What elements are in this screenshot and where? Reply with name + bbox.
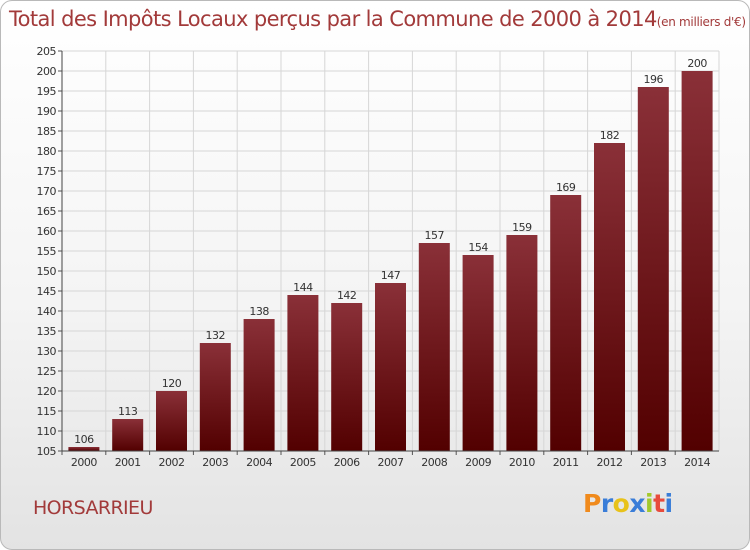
bar-2007 xyxy=(375,283,406,451)
data-label-2007: 147 xyxy=(381,269,401,282)
data-label-2010: 159 xyxy=(512,221,532,234)
x-tick-label-2009: 2009 xyxy=(465,456,491,469)
y-tick-label: 165 xyxy=(37,205,57,218)
x-tick-label-2012: 2012 xyxy=(597,456,623,469)
data-label-2006: 142 xyxy=(337,289,357,302)
x-tick-label-2004: 2004 xyxy=(246,456,272,469)
x-tick-label-2001: 2001 xyxy=(115,456,141,469)
y-tick-label: 155 xyxy=(37,245,57,258)
axes xyxy=(58,50,719,455)
bar-2002 xyxy=(156,391,187,451)
x-tick-label-2000: 2000 xyxy=(71,456,97,469)
x-tick-label-2011: 2011 xyxy=(553,456,579,469)
logo-letter: t xyxy=(653,489,665,518)
x-tick-label-2003: 2003 xyxy=(202,456,228,469)
x-tick-label-2013: 2013 xyxy=(640,456,666,469)
bar-2001 xyxy=(112,419,144,451)
bar-2013 xyxy=(637,87,669,451)
data-label-2012: 182 xyxy=(600,129,620,142)
y-tick-label: 160 xyxy=(37,225,57,238)
x-tick-label-2002: 2002 xyxy=(159,456,185,469)
bar-2012 xyxy=(594,143,625,451)
data-label-2002: 120 xyxy=(162,377,182,390)
y-tick-label: 110 xyxy=(37,425,57,438)
bar-2000 xyxy=(68,447,100,451)
y-tick-label: 175 xyxy=(37,165,57,178)
y-tick-label: 120 xyxy=(37,385,57,398)
data-label-2000: 106 xyxy=(74,433,94,446)
data-label-2003: 132 xyxy=(206,329,226,342)
logo-letter: i xyxy=(664,489,674,518)
y-tick-label: 145 xyxy=(37,285,57,298)
logo-letter: x xyxy=(629,489,645,518)
y-tick-label: 205 xyxy=(37,45,57,58)
data-label-2013: 196 xyxy=(644,73,664,86)
data-label-2001: 113 xyxy=(118,405,138,418)
logo-letter: P xyxy=(583,489,601,518)
x-tick-label-2010: 2010 xyxy=(509,456,535,469)
bar-2009 xyxy=(462,255,494,451)
y-tick-label: 115 xyxy=(37,405,57,418)
y-tick-label: 150 xyxy=(37,265,57,278)
x-tick-label-2008: 2008 xyxy=(421,456,447,469)
chart-subtitle: (en milliers d'€) xyxy=(656,15,746,29)
logo-letter: i xyxy=(645,489,654,518)
bar-2004 xyxy=(243,319,275,451)
y-tick-label: 130 xyxy=(37,345,57,358)
labels: 105 110 115 120 125 130 135 140 145 150 155 160 165 1… xyxy=(37,45,712,469)
y-tick-label: 105 xyxy=(37,445,57,458)
y-tick-label: 200 xyxy=(37,65,57,78)
x-tick-label-2005: 2005 xyxy=(290,456,316,469)
y-tick-label: 180 xyxy=(37,145,57,158)
x-tick-label-2006: 2006 xyxy=(334,456,360,469)
bar-2010 xyxy=(506,235,538,451)
data-label-2008: 157 xyxy=(425,229,445,242)
bar-2006 xyxy=(331,303,363,451)
logo-letter: o xyxy=(612,489,630,518)
bar-2003 xyxy=(199,343,231,451)
x-tick-label-2007: 2007 xyxy=(378,456,404,469)
data-label-2009: 154 xyxy=(468,241,488,254)
y-tick-label: 170 xyxy=(37,185,57,198)
bar-2011 xyxy=(550,195,582,451)
y-tick-label: 185 xyxy=(37,125,57,138)
proxiti-logo[interactable]: Proxiti xyxy=(583,489,673,518)
chart-title: Total des Impôts Locaux perçus par la Co… xyxy=(9,7,657,31)
title-row: Total des Impôts Locaux perçus par la Co… xyxy=(9,7,746,31)
y-tick-label: 190 xyxy=(37,105,57,118)
x-tick-label-2014: 2014 xyxy=(684,456,710,469)
data-label-2011: 169 xyxy=(556,181,576,194)
bar-2014 xyxy=(681,71,713,451)
y-tick-label: 140 xyxy=(37,305,57,318)
bar-2005 xyxy=(287,295,319,451)
data-label-2005: 144 xyxy=(293,281,313,294)
y-tick-label: 135 xyxy=(37,325,57,338)
y-tick-label: 125 xyxy=(37,365,57,378)
data-label-2014: 200 xyxy=(687,57,707,70)
bar-2008 xyxy=(418,243,450,451)
y-tick-label: 195 xyxy=(37,85,57,98)
data-label-2004: 138 xyxy=(249,305,269,318)
bars xyxy=(68,71,713,451)
logo-letter: r xyxy=(600,489,613,518)
commune-name: HORSARRIEU xyxy=(33,497,153,519)
